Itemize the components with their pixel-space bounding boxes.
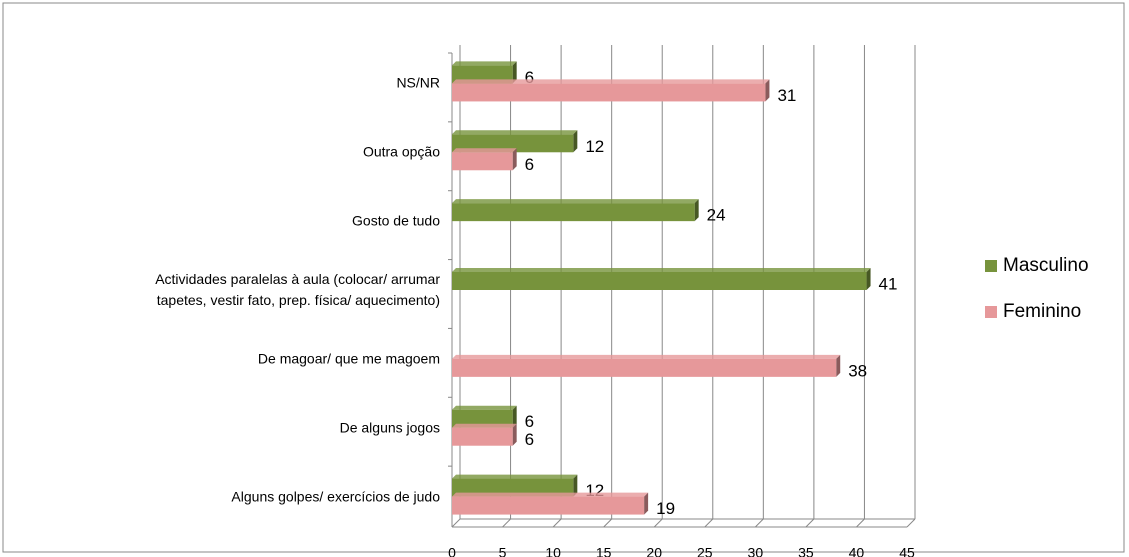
- bar: [452, 427, 513, 446]
- bar-side: [512, 61, 517, 84]
- floor-tick: [704, 518, 714, 528]
- bar: [452, 358, 837, 377]
- x-tick-label: 45: [899, 545, 915, 557]
- x-tick-label: 25: [697, 545, 713, 557]
- bar-top: [452, 148, 517, 153]
- value-label: 19: [656, 499, 675, 518]
- x-tick-label: 5: [499, 545, 507, 557]
- bar-top: [452, 423, 517, 428]
- value-label: 6: [525, 430, 534, 449]
- y-tick-label: Actividades paralelas à aula (colocar/ a…: [155, 271, 440, 308]
- bar: [452, 83, 766, 102]
- floor-tick: [856, 518, 865, 528]
- floor-tick: [754, 518, 764, 528]
- bar-side: [512, 423, 517, 446]
- x-tick-label: 35: [798, 545, 814, 557]
- value-label: 38: [848, 361, 867, 380]
- value-label: 6: [525, 412, 534, 431]
- value-label: 6: [525, 68, 534, 87]
- value-label: 24: [707, 206, 726, 225]
- x-tick-label: 30: [748, 545, 764, 557]
- bar: [452, 409, 513, 428]
- bar: [452, 496, 645, 515]
- legend-label: Masculino: [1003, 255, 1089, 276]
- bar-top: [452, 405, 517, 410]
- bar-side: [573, 130, 578, 153]
- floor-tick: [552, 518, 562, 528]
- value-label: 41: [879, 274, 898, 293]
- legend-swatch: [985, 260, 997, 272]
- legend-swatch: [985, 306, 997, 318]
- y-tick-label: Outra opção: [362, 143, 440, 160]
- bar-top: [452, 61, 517, 66]
- x-tick-label: 0: [448, 545, 456, 557]
- bar: [452, 152, 513, 171]
- value-label: 31: [777, 86, 796, 105]
- floor-tick: [906, 518, 916, 528]
- x-tick-label: 10: [545, 545, 561, 557]
- floor-tick: [603, 518, 613, 528]
- bar-top: [452, 268, 871, 272]
- bar-side: [836, 354, 841, 377]
- x-tick-label: 15: [596, 545, 612, 557]
- bar-side: [573, 474, 578, 497]
- y-tick-label: De alguns jogos: [339, 419, 440, 436]
- bar-side: [765, 79, 770, 102]
- bar: [452, 203, 695, 222]
- bar: [452, 272, 867, 290]
- bar-side: [512, 405, 517, 428]
- bar-side: [866, 268, 871, 290]
- bar-side: [512, 148, 517, 171]
- bar: [452, 478, 574, 497]
- y-tick-label: Gosto de tudo: [352, 212, 440, 229]
- bar-top: [452, 354, 841, 359]
- bar-top: [452, 79, 770, 84]
- floor-tick: [502, 518, 511, 528]
- bar-side: [694, 199, 699, 222]
- legend-label: Feminino: [1003, 301, 1081, 322]
- bar-top: [452, 474, 578, 479]
- floor-tick: [805, 518, 815, 528]
- value-label: 6: [525, 155, 534, 174]
- x-tick-label: 20: [646, 545, 662, 557]
- bar: [452, 134, 574, 153]
- bar-side: [644, 492, 649, 515]
- bar-top: [452, 492, 649, 497]
- y-tick-label: NS/NR: [396, 74, 440, 91]
- bar-top: [452, 130, 578, 135]
- y-tick-label: Alguns golpes/ exercícios de judo: [231, 488, 440, 505]
- floor-tick: [653, 518, 663, 528]
- x-tick-label: 40: [849, 545, 865, 557]
- y-tick-label: De magoar/ que me magoem: [257, 350, 440, 367]
- bar-top: [452, 199, 699, 204]
- floor-tick: [451, 518, 461, 528]
- value-label: 12: [585, 137, 604, 156]
- bar: [452, 65, 513, 84]
